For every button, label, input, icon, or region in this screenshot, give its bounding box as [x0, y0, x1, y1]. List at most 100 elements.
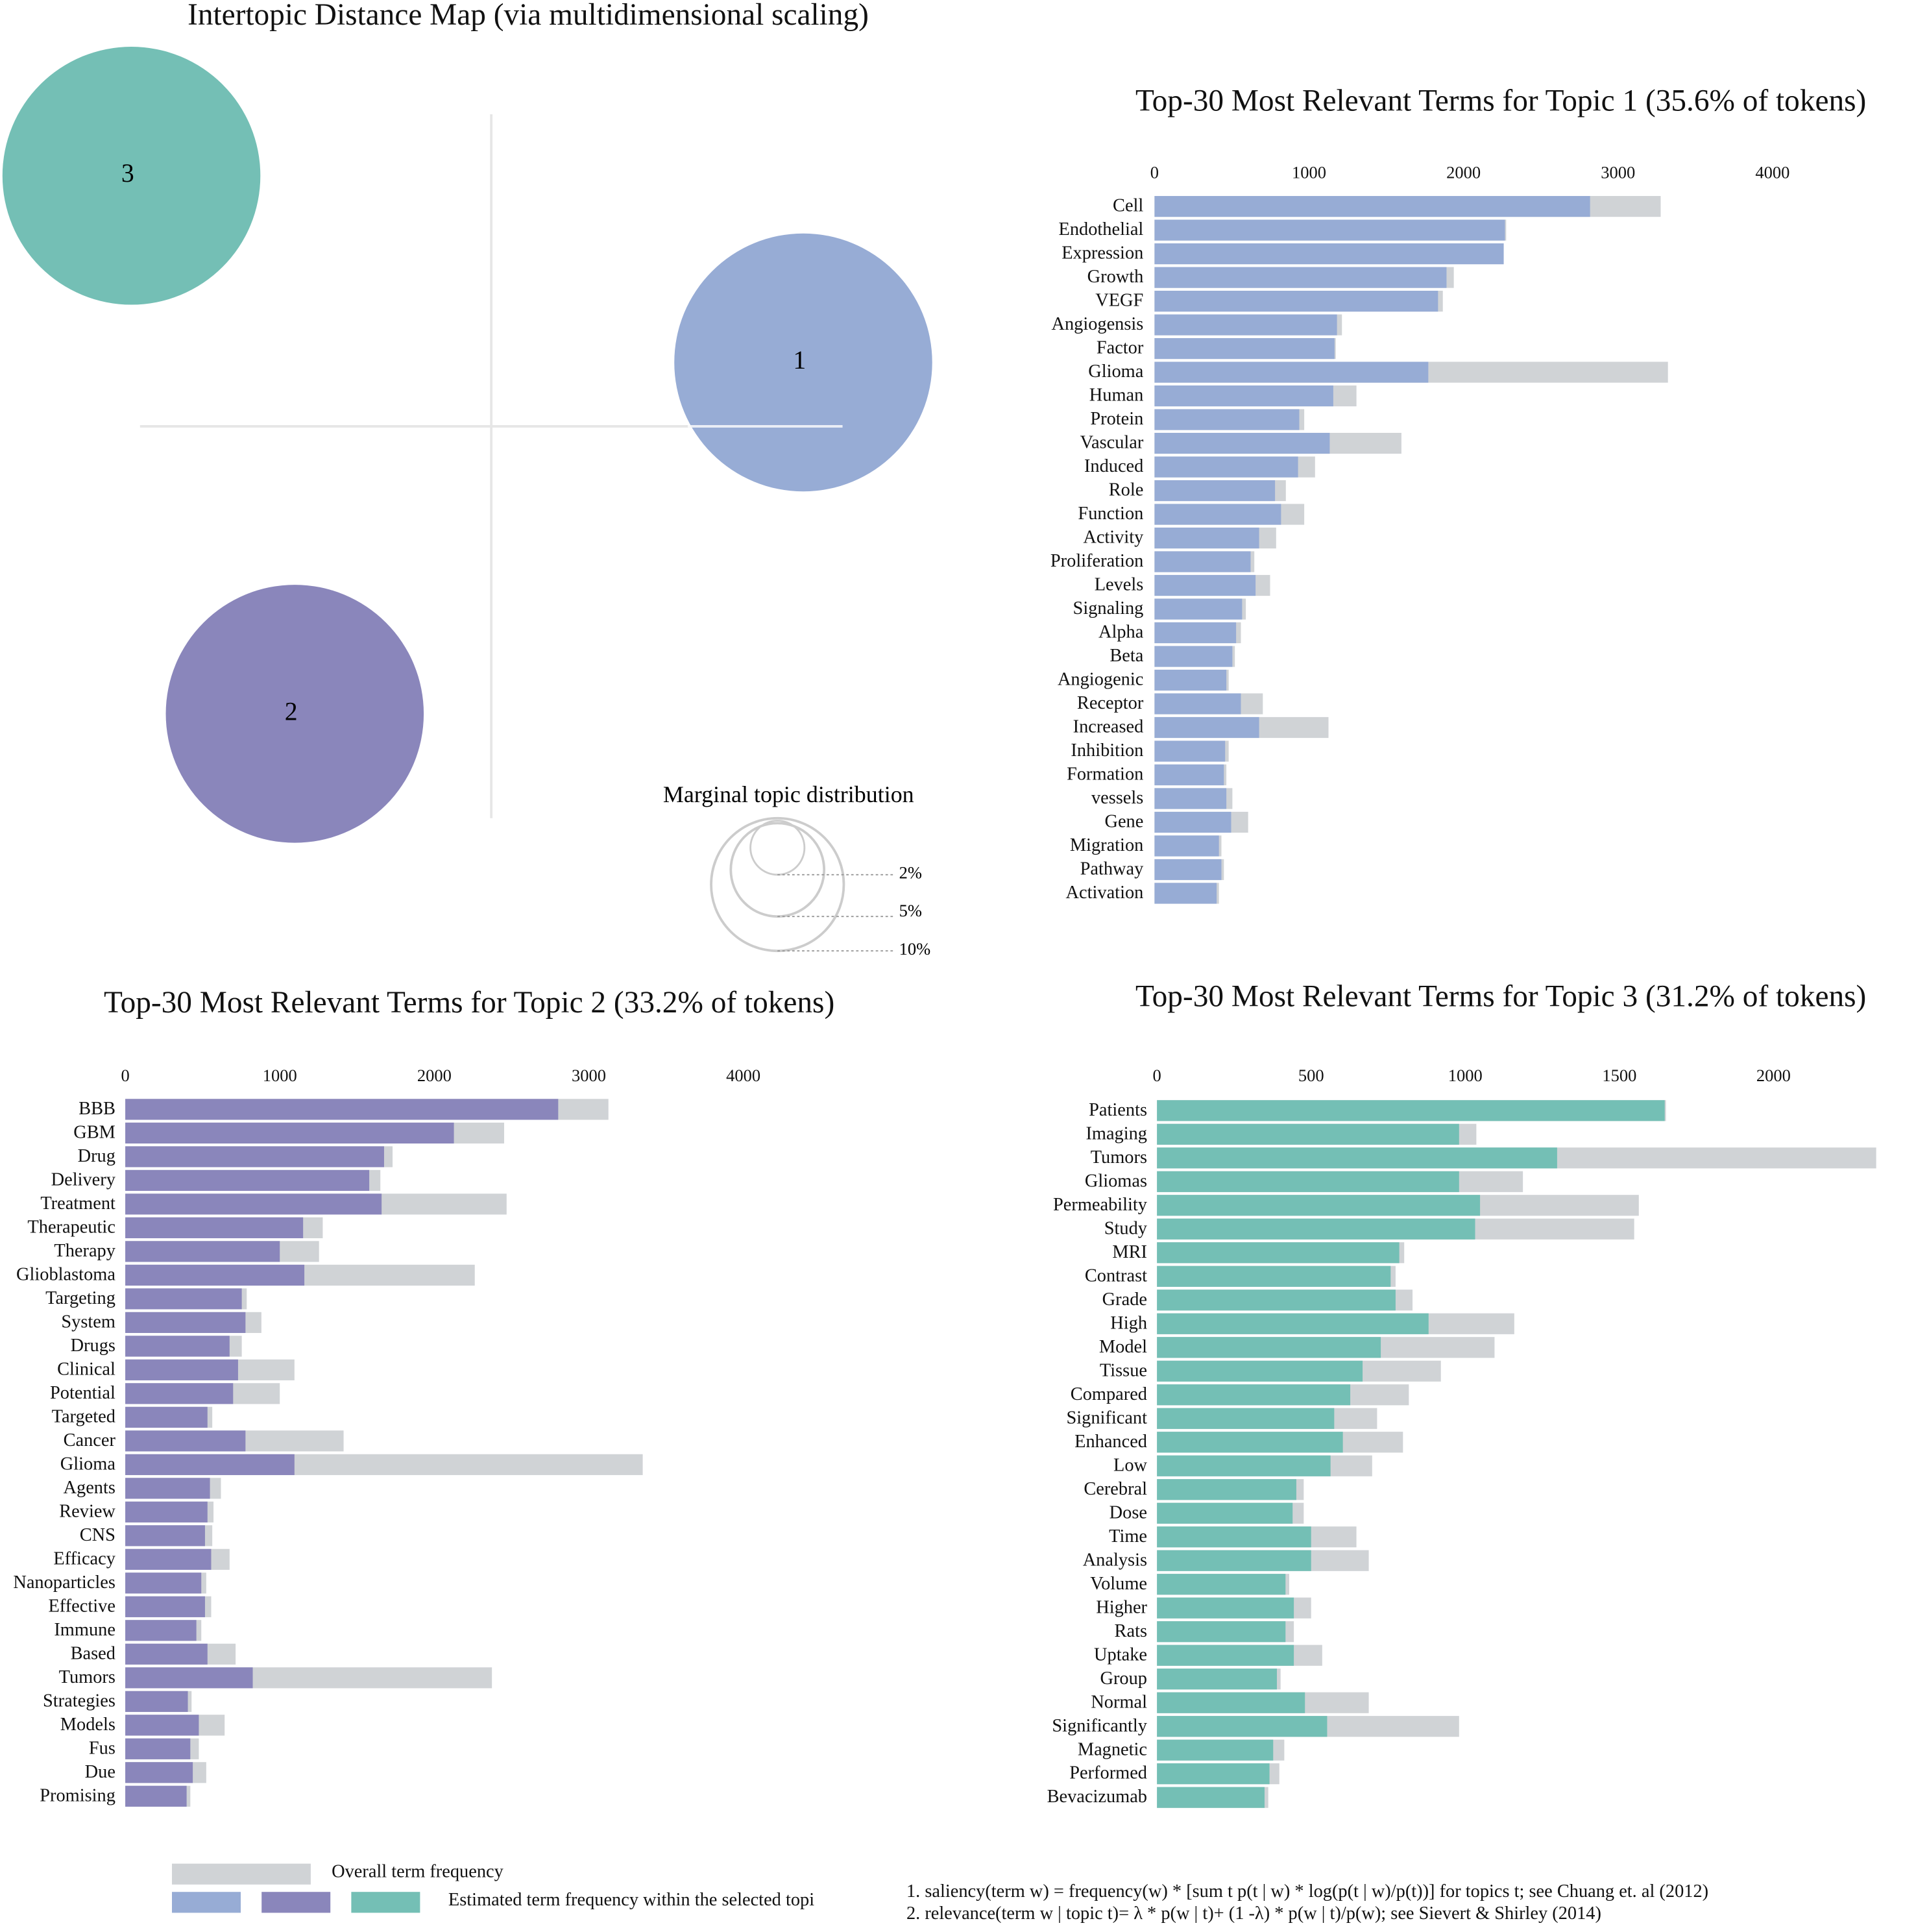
bar-estimated[interactable]: [1157, 1526, 1311, 1548]
term-label[interactable]: Beta: [1110, 646, 1143, 666]
term-label[interactable]: Expression: [1061, 243, 1143, 263]
term-label[interactable]: Factor: [1097, 338, 1144, 358]
bar-estimated[interactable]: [1157, 1171, 1459, 1192]
term-label[interactable]: Angiogenic: [1058, 670, 1143, 690]
term-label[interactable]: Alpha: [1098, 622, 1144, 642]
term-label[interactable]: Effective: [48, 1596, 115, 1616]
bar-estimated[interactable]: [1157, 1479, 1296, 1500]
term-label[interactable]: Low: [1113, 1455, 1148, 1475]
term-label[interactable]: Migration: [1070, 835, 1143, 855]
term-label[interactable]: Levels: [1095, 575, 1144, 595]
term-label[interactable]: Group: [1100, 1669, 1147, 1689]
bar-estimated[interactable]: [1154, 432, 1330, 454]
term-label[interactable]: Proliferation: [1050, 551, 1143, 571]
term-label[interactable]: Tumors: [1091, 1147, 1147, 1168]
term-label[interactable]: Signaling: [1073, 598, 1144, 618]
bar-estimated[interactable]: [1154, 314, 1337, 336]
bar-estimated[interactable]: [1154, 337, 1335, 360]
term-label[interactable]: Permeability: [1053, 1195, 1148, 1215]
bar-estimated[interactable]: [125, 1454, 295, 1475]
bar-estimated[interactable]: [125, 1288, 242, 1310]
term-label[interactable]: Significant: [1066, 1408, 1147, 1428]
bar-estimated[interactable]: [1157, 1384, 1351, 1406]
bar-estimated[interactable]: [1157, 1669, 1277, 1690]
term-label[interactable]: Drug: [78, 1146, 115, 1166]
term-label[interactable]: Model: [1099, 1337, 1147, 1357]
bar-estimated[interactable]: [1157, 1290, 1396, 1311]
term-label[interactable]: Inhibition: [1071, 740, 1143, 761]
term-label[interactable]: Uptake: [1094, 1645, 1147, 1665]
bar-estimated[interactable]: [125, 1501, 208, 1522]
bar-estimated[interactable]: [125, 1478, 210, 1499]
bar-estimated[interactable]: [125, 1241, 280, 1262]
term-label[interactable]: Targeting: [45, 1288, 115, 1308]
bar-estimated[interactable]: [125, 1430, 246, 1452]
bar-estimated[interactable]: [125, 1572, 202, 1594]
bar-estimated[interactable]: [125, 1217, 304, 1238]
term-label[interactable]: Human: [1089, 385, 1144, 406]
bar-estimated[interactable]: [1157, 1147, 1557, 1169]
term-label[interactable]: MRI: [1112, 1242, 1147, 1262]
bar-estimated[interactable]: [1157, 1621, 1286, 1643]
term-label[interactable]: Dose: [1110, 1502, 1147, 1522]
term-label[interactable]: Formation: [1067, 764, 1143, 785]
term-label[interactable]: Tumors: [59, 1667, 115, 1687]
bar-estimated[interactable]: [1154, 504, 1281, 525]
term-label[interactable]: Cell: [1113, 196, 1143, 216]
bar-estimated[interactable]: [1154, 859, 1222, 881]
term-label[interactable]: Contrast: [1085, 1266, 1147, 1286]
term-label[interactable]: Efficacy: [53, 1548, 115, 1569]
term-label[interactable]: VEGF: [1095, 291, 1143, 311]
term-label[interactable]: Models: [60, 1715, 115, 1735]
term-label[interactable]: Normal: [1091, 1692, 1147, 1712]
term-label[interactable]: Glioma: [60, 1454, 116, 1474]
term-label[interactable]: Clinical: [57, 1359, 115, 1379]
term-label[interactable]: GBM: [73, 1122, 115, 1142]
term-label[interactable]: BBB: [79, 1099, 115, 1119]
bar-estimated[interactable]: [1157, 1739, 1274, 1761]
bar-estimated[interactable]: [1154, 290, 1438, 312]
bar-estimated[interactable]: [125, 1691, 188, 1712]
bar-estimated[interactable]: [125, 1667, 253, 1689]
term-label[interactable]: Compared: [1071, 1384, 1147, 1404]
bar-estimated[interactable]: [125, 1785, 187, 1807]
bar-estimated[interactable]: [1154, 267, 1447, 288]
term-label[interactable]: Agents: [64, 1478, 115, 1498]
term-label[interactable]: Activity: [1083, 528, 1144, 548]
term-label[interactable]: Due: [85, 1762, 115, 1782]
term-label[interactable]: Pathway: [1080, 859, 1145, 879]
bar-estimated[interactable]: [1154, 243, 1504, 265]
term-label[interactable]: Promising: [40, 1785, 115, 1805]
term-label[interactable]: Induced: [1084, 456, 1143, 476]
term-label[interactable]: Endothelial: [1059, 219, 1144, 239]
bar-estimated[interactable]: [1154, 788, 1227, 809]
term-label[interactable]: Glioma: [1088, 361, 1144, 382]
bar-estimated[interactable]: [1154, 693, 1241, 715]
bar-estimated[interactable]: [1154, 740, 1226, 762]
term-label[interactable]: Rats: [1115, 1621, 1147, 1641]
bar-estimated[interactable]: [1154, 646, 1233, 667]
term-label[interactable]: Cancer: [64, 1430, 116, 1450]
bar-estimated[interactable]: [125, 1596, 205, 1617]
term-label[interactable]: Vascular: [1080, 433, 1144, 453]
bar-estimated[interactable]: [125, 1312, 246, 1333]
term-label[interactable]: Enhanced: [1074, 1432, 1147, 1452]
term-label[interactable]: Volume: [1090, 1574, 1147, 1594]
bar-estimated[interactable]: [1154, 764, 1224, 786]
bar-estimated[interactable]: [1154, 409, 1300, 430]
bar-estimated[interactable]: [125, 1264, 305, 1286]
bar-estimated[interactable]: [125, 1383, 234, 1404]
bar-estimated[interactable]: [1157, 1692, 1305, 1713]
term-label[interactable]: System: [61, 1312, 115, 1332]
term-label[interactable]: High: [1110, 1313, 1147, 1333]
topic-circle-3[interactable]: [2, 47, 261, 305]
bar-estimated[interactable]: [125, 1738, 191, 1759]
term-label[interactable]: Immune: [54, 1620, 115, 1640]
bar-estimated[interactable]: [125, 1406, 208, 1428]
bar-estimated[interactable]: [1154, 835, 1219, 857]
bar-estimated[interactable]: [1157, 1455, 1331, 1476]
term-label[interactable]: Nanoparticles: [13, 1572, 115, 1593]
bar-estimated[interactable]: [125, 1193, 382, 1215]
term-label[interactable]: Therapeutic: [27, 1217, 115, 1237]
term-label[interactable]: Increased: [1073, 717, 1144, 737]
